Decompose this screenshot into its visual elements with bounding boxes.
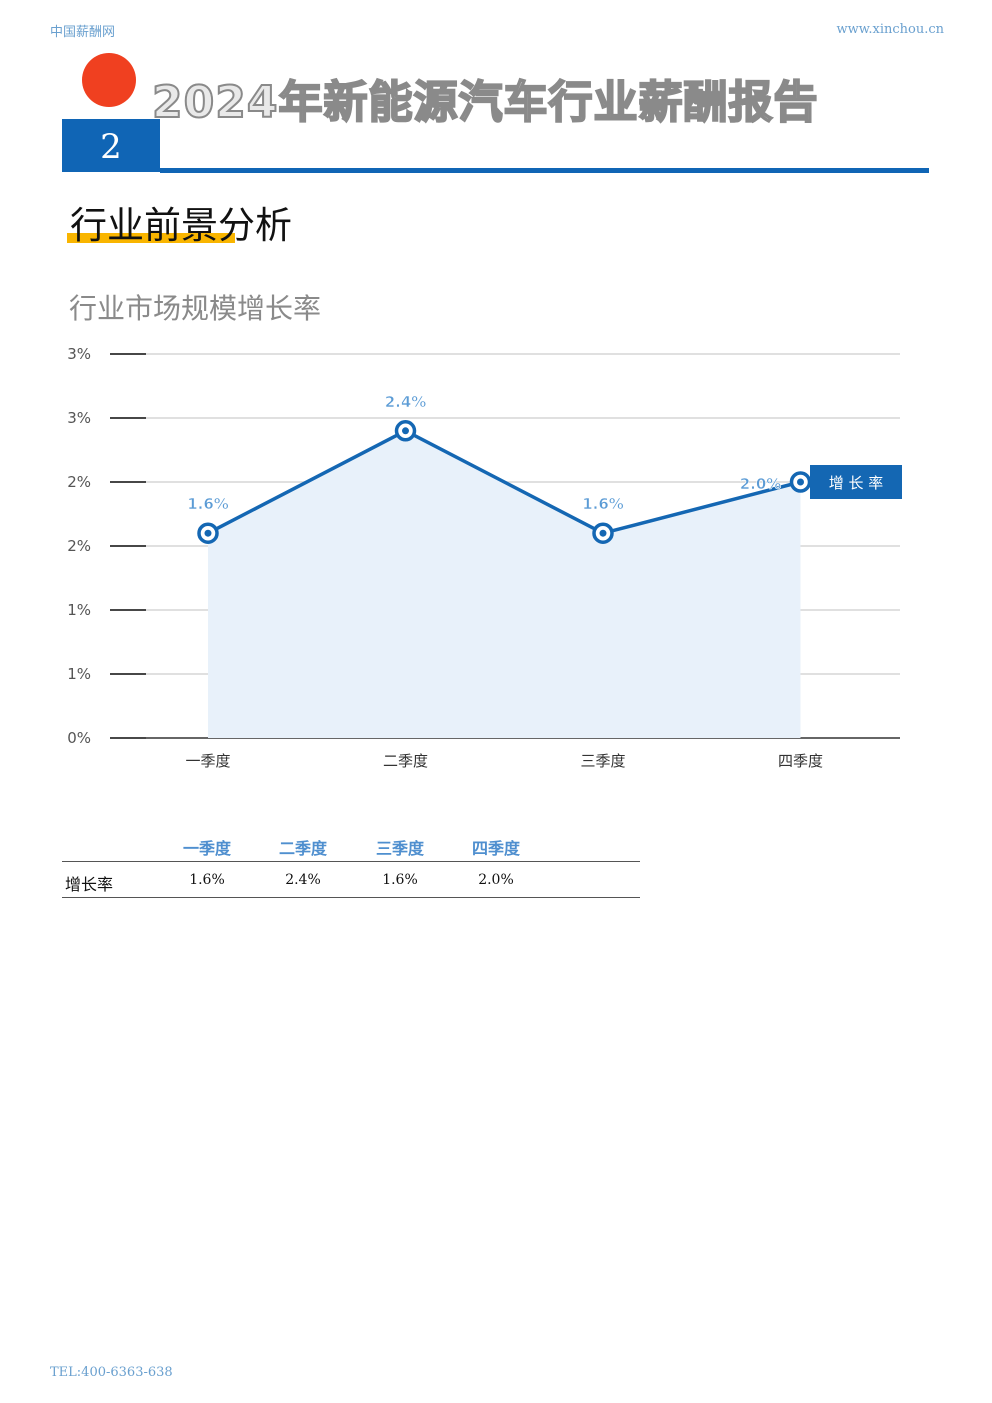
section-title-underline: [67, 233, 235, 243]
table-cell-q1: 1.6%: [189, 872, 225, 888]
data-label: 2.4%: [385, 393, 427, 411]
series-line: [207, 428, 801, 536]
table-header-row: 一季度 二季度 三季度 四季度: [62, 829, 640, 862]
series-area: [208, 430, 801, 738]
table-header-q4: 四季度: [471, 839, 520, 858]
data-label: 1.6%: [582, 495, 624, 513]
legend-label: 增 长 率: [829, 474, 884, 492]
report-title: 2024年新能源汽车行业薪酬报告: [151, 76, 819, 129]
table-cell-q3: 1.6%: [382, 872, 418, 888]
data-table: 一季度 二季度 三季度 四季度 增长率 1.6% 2.4% 1.6% 2.0%: [62, 829, 640, 898]
x-category-label: 四季度: [778, 752, 823, 770]
table-header-q2: 二季度: [278, 839, 327, 858]
table-cell-q2: 2.4%: [285, 872, 321, 888]
y-tick-label: 2%: [67, 537, 91, 555]
table-cell-q4: 2.0%: [478, 872, 514, 888]
y-tick-label: 1%: [67, 665, 91, 683]
data-label: 2.0%: [740, 475, 782, 493]
header-rule: [160, 168, 929, 173]
x-category-label: 三季度: [580, 752, 625, 770]
chart-title: 行业市场规模增长率: [69, 292, 322, 325]
data-point-center: [204, 529, 212, 537]
y-tick-label: 1%: [67, 601, 91, 619]
footer-tel: TEL:400-6363-638: [50, 1365, 173, 1380]
title-dot-decoration: [82, 53, 136, 107]
section-number: 2: [62, 119, 160, 172]
data-point-center: [402, 427, 409, 435]
x-category-label: 一季度: [185, 752, 230, 770]
section-title: 行业前景分析: [70, 204, 292, 247]
legend-box: [810, 465, 902, 499]
table-header-q3: 三季度: [375, 839, 424, 858]
data-label: 1.6%: [187, 495, 229, 513]
line-chart: 0% 1% 1% 2% 2% 3% 3% 1.6% 2.4% 1.6% 2.0% 一季度 二季度 三季度 四…: [67, 345, 902, 770]
y-tick-label: 0%: [67, 729, 91, 747]
table-row: 增长率 1.6% 2.4% 1.6% 2.0%: [62, 862, 640, 898]
x-category-label: 二季度: [383, 752, 428, 770]
table-row-label: 增长率: [65, 875, 114, 894]
y-tick-label: 3%: [67, 345, 91, 363]
y-tick-label: 3%: [67, 409, 91, 427]
data-point-center: [797, 478, 804, 486]
y-tick-label: 2%: [67, 473, 91, 491]
data-point-center: [599, 529, 607, 537]
site-name: 中国薪酬网: [50, 25, 116, 40]
table-header-q1: 一季度: [182, 839, 231, 858]
site-url[interactable]: www.xinchou.cn: [836, 22, 944, 37]
